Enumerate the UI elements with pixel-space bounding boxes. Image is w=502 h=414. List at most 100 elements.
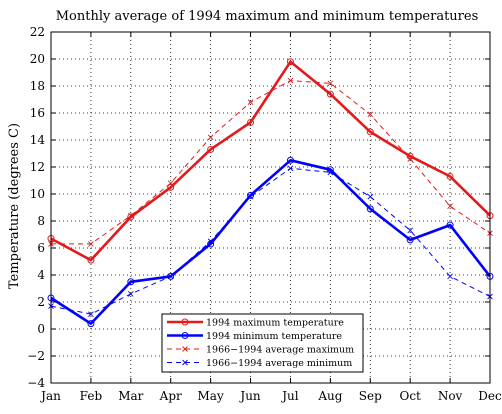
data-point-marker: [367, 111, 374, 118]
series-3: [48, 165, 493, 317]
data-point-marker: [182, 346, 188, 352]
data-point-marker: [327, 80, 334, 87]
marker-stroke: [367, 193, 374, 200]
data-point-marker: [247, 118, 255, 126]
series-line: [50, 60, 491, 262]
y-tick-label: 4: [37, 268, 45, 282]
y-tick-label: 0: [37, 322, 45, 336]
legend-item: 1994 minimum temperature: [167, 331, 342, 342]
marker-stroke: [287, 77, 294, 84]
marker-stroke: [447, 273, 453, 280]
data-point-marker: [447, 203, 453, 209]
data-point-marker: [367, 193, 374, 200]
data-point-marker: [446, 221, 454, 229]
data-point-marker: [127, 291, 134, 297]
y-tick-label: 10: [30, 187, 45, 201]
marker-stroke: [127, 291, 134, 297]
data-point-marker: [181, 332, 189, 339]
y-axis-label: Temperature (degrees C): [7, 123, 22, 289]
data-point-marker: [181, 318, 189, 326]
chart-title: Monthly average of 1994 maximum and mini…: [56, 9, 479, 24]
series-layer: [47, 58, 494, 328]
legend-item: 1966−1994 average maximum: [167, 345, 354, 356]
series-1: [47, 156, 494, 328]
data-point-marker: [87, 256, 95, 264]
series-line: [51, 80, 491, 245]
data-point-marker: [207, 240, 215, 248]
data-point-marker: [407, 227, 414, 234]
marker-stroke: [407, 227, 414, 234]
marker-stroke: [327, 80, 334, 87]
x-tick-label: Nov: [438, 389, 463, 403]
legend-item: 1994 maximum temperature: [167, 318, 344, 329]
legend-label: 1966−1994 average maximum: [206, 345, 354, 356]
data-point-marker: [326, 90, 334, 98]
data-point-marker: [87, 320, 95, 328]
plot-frame: [50, 31, 491, 384]
x-tick-label: Mar: [118, 389, 143, 403]
x-tick-label: Jan: [39, 389, 61, 403]
x-tick-label: May: [198, 389, 224, 403]
data-point-marker: [127, 213, 135, 221]
marker-stroke: [447, 203, 453, 209]
data-point-marker: [88, 241, 94, 247]
data-point-marker: [287, 77, 294, 84]
y-tick-label: −4: [27, 376, 45, 390]
data-point-marker: [447, 273, 453, 280]
marker-stroke: [88, 311, 94, 317]
x-tick-label: Feb: [80, 389, 103, 403]
x-tick-label: Aug: [317, 389, 342, 403]
data-point-marker: [286, 156, 294, 164]
x-tick-label: Oct: [399, 389, 421, 403]
legend-label: 1994 maximum temperature: [206, 318, 344, 329]
marker-stroke: [207, 134, 214, 141]
x-tick-label: Jun: [238, 389, 261, 403]
y-tick-label: 16: [30, 106, 45, 120]
marker-stroke: [287, 165, 294, 172]
y-tick-label: 12: [30, 160, 45, 174]
legend-label: 1994 minimum temperature: [206, 331, 342, 342]
data-point-marker: [446, 172, 454, 180]
data-point-marker: [406, 236, 414, 244]
y-tick-label: 18: [30, 79, 45, 93]
data-point-marker: [366, 128, 374, 136]
legend: 1994 maximum temperature 1994 minimum tem…: [161, 313, 364, 373]
x-tick-label: Jul: [280, 389, 299, 403]
data-point-marker: [182, 359, 188, 366]
marker-stroke: [247, 99, 254, 106]
data-point-marker: [247, 191, 255, 199]
data-point-marker: [326, 166, 334, 174]
axis-ticks: −4 −2 0 2 4 6 8 10 12 14 16 18 20 22 Jan Feb Mar Apr May Ju…: [27, 25, 502, 403]
data-point-marker: [167, 272, 175, 280]
x-tick-label: Sep: [359, 389, 382, 403]
series-line: [50, 167, 491, 315]
x-tick-label: Apr: [159, 389, 182, 403]
y-tick-label: 6: [37, 241, 45, 255]
y-tick-label: 20: [30, 52, 45, 66]
data-point-marker: [247, 99, 254, 106]
data-point-marker: [207, 145, 215, 153]
legend-label: 1966−1994 average minimum: [206, 358, 352, 369]
data-point-marker: [127, 278, 135, 286]
y-tick-label: 14: [30, 133, 46, 147]
data-point-marker: [286, 58, 294, 66]
marker-stroke: [367, 111, 374, 118]
y-tick-label: −2: [27, 349, 45, 363]
data-point-marker: [366, 205, 374, 213]
data-point-marker: [207, 134, 214, 141]
data-point-marker: [406, 152, 414, 160]
marker-stroke: [182, 346, 188, 352]
data-point-marker: [287, 165, 294, 172]
data-point-marker: [88, 311, 94, 317]
series-0: [47, 58, 494, 264]
y-tick-label: 22: [30, 25, 45, 39]
marker-stroke: [88, 241, 94, 247]
x-tick-label: Dec: [478, 389, 502, 403]
data-point-marker: [167, 183, 175, 191]
y-tick-label: 2: [37, 295, 45, 309]
legend-item: 1966−1994 average minimum: [167, 358, 352, 369]
series-line: [50, 159, 492, 325]
y-tick-label: 8: [37, 214, 45, 228]
marker-stroke: [182, 359, 188, 366]
